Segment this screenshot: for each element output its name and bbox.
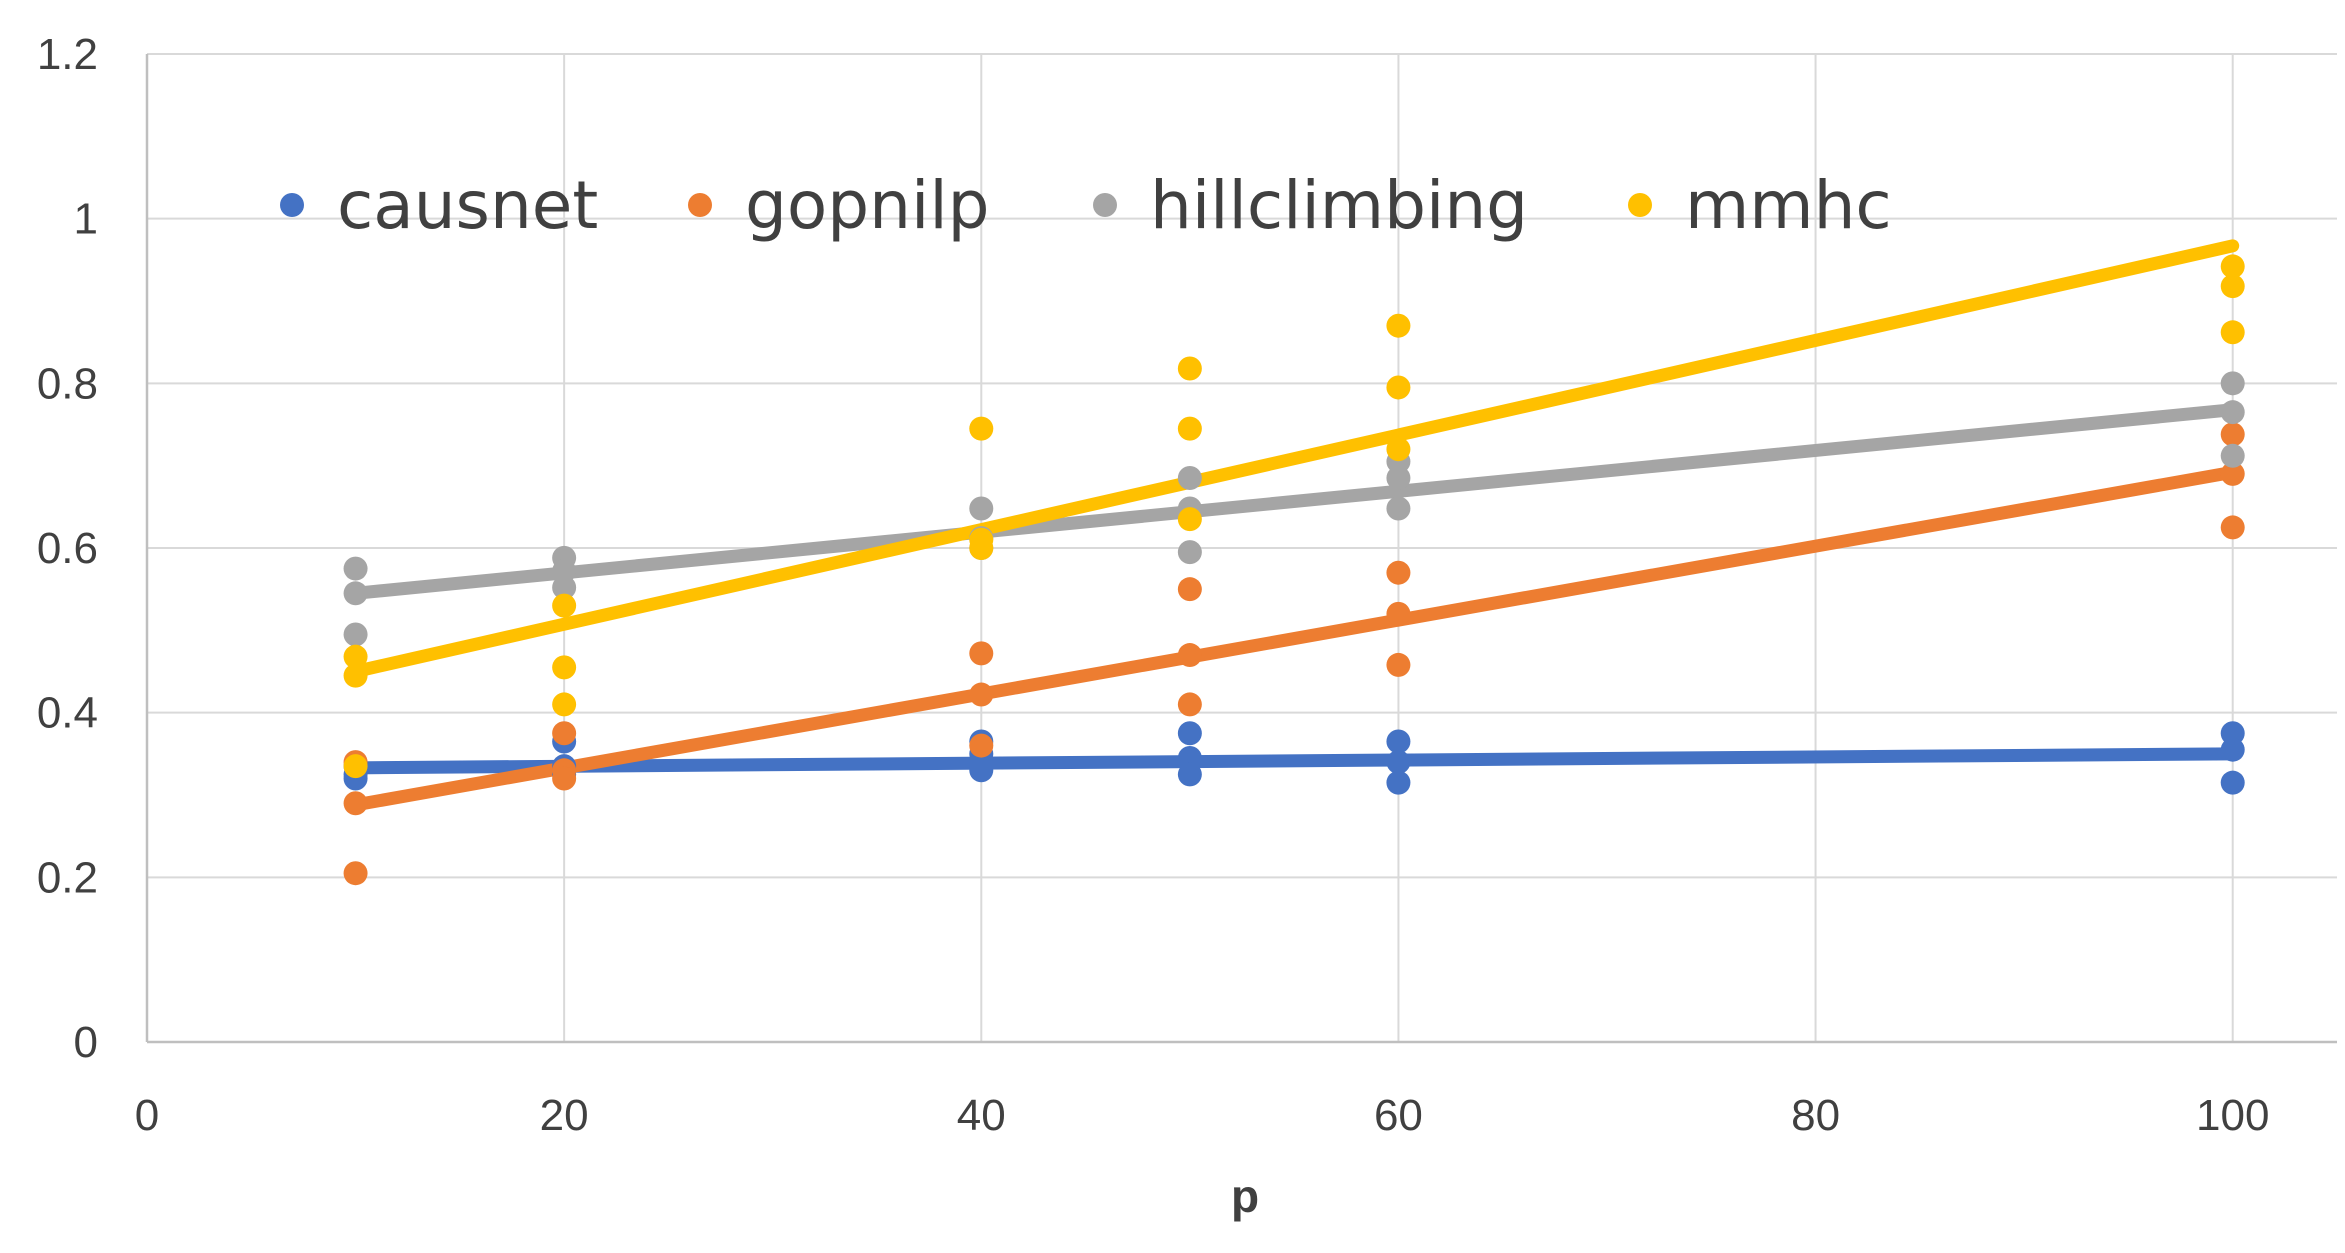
data-points xyxy=(343,254,2245,886)
y-tick-label: 0.8 xyxy=(37,359,98,408)
point-hillclimbing xyxy=(1386,496,1411,521)
point-mmhc xyxy=(1386,313,1411,338)
point-gopnilp xyxy=(552,766,577,791)
legend-item-mmhc: mmhc xyxy=(1628,167,1892,244)
trendline-causnet xyxy=(349,747,2240,775)
x-tick-label: 60 xyxy=(1374,1091,1423,1140)
point-gopnilp xyxy=(969,733,994,758)
point-causnet xyxy=(2220,737,2245,762)
point-gopnilp xyxy=(1386,560,1411,585)
point-mmhc xyxy=(343,754,368,779)
y-tick-label: 0.6 xyxy=(37,524,98,573)
point-causnet xyxy=(2220,721,2245,746)
point-hillclimbing xyxy=(2220,400,2245,425)
point-mmhc xyxy=(2220,320,2245,345)
point-causnet xyxy=(1177,721,1202,746)
tick-labels: 0 0.2 0.4 0.6 0.8 1 1.2 0 20 40 60 80 100 xyxy=(37,30,2270,1140)
y-tick-label: 1 xyxy=(74,195,98,244)
point-causnet xyxy=(1386,770,1411,795)
point-causnet xyxy=(1386,750,1411,775)
point-hillclimbing xyxy=(2220,443,2245,468)
point-mmhc xyxy=(552,593,577,618)
gridlines xyxy=(147,53,2337,1042)
point-mmhc xyxy=(343,663,368,688)
point-hillclimbing xyxy=(969,496,994,521)
y-tick-label: 1.2 xyxy=(37,30,98,79)
x-tick-label: 40 xyxy=(957,1091,1006,1140)
legend-item-gopnilp: gopnilp xyxy=(688,167,990,244)
x-tick-label: 20 xyxy=(540,1091,589,1140)
point-hillclimbing xyxy=(1386,466,1411,491)
point-gopnilp xyxy=(2220,515,2245,540)
point-gopnilp xyxy=(1177,643,1202,668)
point-mmhc xyxy=(1177,507,1202,532)
axes xyxy=(145,54,2337,1044)
point-causnet xyxy=(969,758,994,783)
legend-label: mmhc xyxy=(1685,167,1892,244)
point-mmhc xyxy=(1386,437,1411,462)
point-causnet xyxy=(1177,745,1202,770)
point-causnet xyxy=(2220,770,2245,795)
point-hillclimbing xyxy=(552,575,577,600)
legend-label: gopnilp xyxy=(745,167,990,244)
point-gopnilp xyxy=(969,641,994,666)
trendline-mmhc xyxy=(349,239,2240,678)
point-causnet xyxy=(1386,729,1411,754)
x-axis-title: p xyxy=(1231,1170,1259,1222)
point-gopnilp xyxy=(552,721,577,746)
point-hillclimbing xyxy=(343,556,368,581)
legend-label: causnet xyxy=(337,167,598,244)
x-tick-label: 0 xyxy=(135,1091,159,1140)
point-mmhc xyxy=(969,536,994,560)
legend-marker xyxy=(280,193,304,217)
legend-marker xyxy=(1628,193,1652,217)
point-gopnilp xyxy=(1386,652,1411,677)
legend-marker xyxy=(1093,193,1117,217)
point-hillclimbing xyxy=(343,581,368,606)
point-gopnilp xyxy=(969,682,994,707)
point-mmhc xyxy=(1177,356,1202,381)
point-gopnilp xyxy=(2220,422,2245,447)
point-mmhc xyxy=(552,692,577,717)
point-mmhc xyxy=(2220,254,2245,279)
legend-item-hillclimbing: hillclimbing xyxy=(1093,167,1528,244)
point-hillclimbing xyxy=(343,622,368,647)
y-tick-label: 0 xyxy=(74,1018,98,1067)
point-gopnilp xyxy=(1386,601,1411,626)
point-gopnilp xyxy=(343,861,368,886)
point-hillclimbing xyxy=(1177,540,1202,565)
legend: causnet gopnilp hillclimbing mmhc xyxy=(280,167,1892,244)
point-mmhc xyxy=(2220,274,2245,299)
point-gopnilp xyxy=(2220,461,2245,486)
trendline-gopnilp xyxy=(349,465,2240,812)
point-hillclimbing xyxy=(1177,466,1202,491)
point-mmhc xyxy=(1177,416,1202,441)
point-gopnilp xyxy=(1177,692,1202,717)
point-mmhc xyxy=(343,644,368,669)
trend-lines xyxy=(349,239,2240,812)
point-gopnilp xyxy=(343,791,368,816)
point-causnet xyxy=(1177,762,1202,787)
point-mmhc xyxy=(1386,375,1411,400)
x-tick-label: 100 xyxy=(2196,1091,2269,1140)
point-gopnilp xyxy=(1177,577,1202,602)
legend-item-causnet: causnet xyxy=(280,167,598,244)
y-tick-label: 0.2 xyxy=(37,853,98,902)
point-mmhc xyxy=(552,655,577,680)
legend-marker xyxy=(688,193,712,217)
point-hillclimbing xyxy=(552,559,577,584)
trendline-hillclimbing xyxy=(349,403,2240,600)
y-tick-label: 0.4 xyxy=(37,689,98,738)
point-hillclimbing xyxy=(2220,371,2245,396)
legend-label: hillclimbing xyxy=(1150,167,1528,244)
point-mmhc xyxy=(969,416,994,441)
x-tick-label: 80 xyxy=(1791,1091,1840,1140)
